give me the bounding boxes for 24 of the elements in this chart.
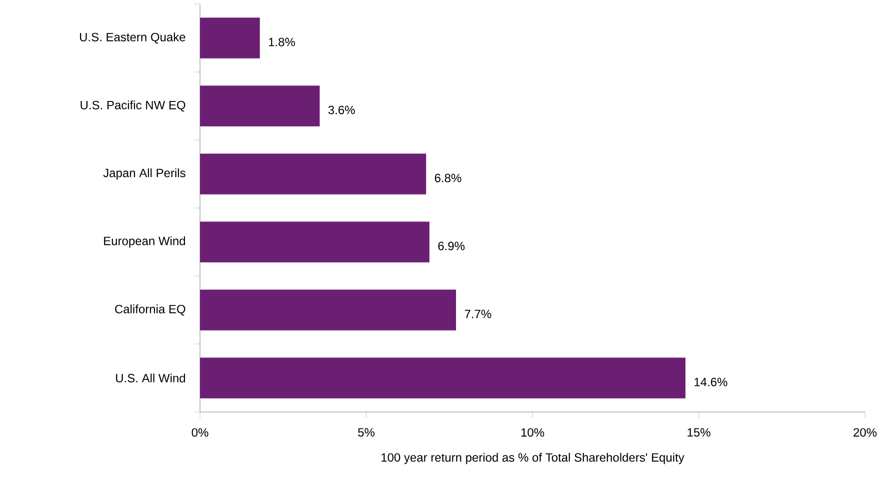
bar: [200, 18, 260, 58]
data-label: 3.6%: [328, 106, 355, 114]
x-tick-label: 20%: [854, 428, 877, 437]
x-tick-label: 10%: [521, 428, 544, 437]
bar: [200, 86, 320, 126]
y-tick-label: U.S. Eastern Quake: [80, 32, 186, 44]
y-tick-label: U.S. Pacific NW EQ: [80, 100, 186, 112]
x-tick-label: 0%: [192, 428, 208, 437]
y-tick-label: California EQ: [115, 304, 186, 316]
data-label: 7.7%: [464, 310, 492, 318]
x-tick-label: 5%: [358, 428, 375, 437]
x-axis-title: 100 year return period as % of Total Shareholders' Equity: [382, 452, 684, 464]
data-label: 6.9%: [438, 242, 465, 250]
bar: [200, 290, 456, 330]
bar: [200, 154, 426, 194]
data-label: 6.8%: [434, 174, 462, 182]
y-tick-label: U.S. All Wind: [116, 374, 186, 382]
y-tick-label: Japan All Perils: [103, 168, 186, 180]
bar: [200, 222, 430, 262]
data-label: 1.8%: [268, 38, 295, 46]
x-tick-label: 15%: [688, 428, 710, 437]
data-label: 14.6%: [694, 378, 728, 386]
y-tick-label: European Wind: [104, 236, 186, 248]
bar: [200, 358, 686, 398]
